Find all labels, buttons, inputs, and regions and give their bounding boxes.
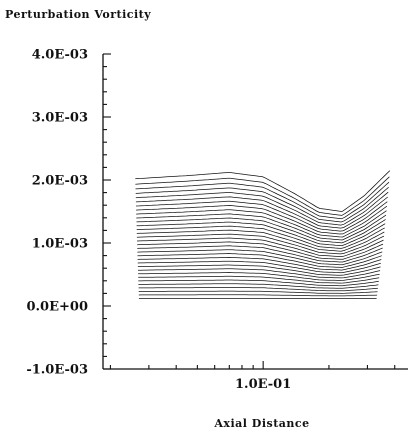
waterfall-curve <box>135 170 391 212</box>
waterfall-curve <box>138 268 381 279</box>
x-axis-title: Axial Distance <box>213 417 309 430</box>
y-tick-label: 3.0E-03 <box>32 111 88 126</box>
waterfall-curve <box>136 209 387 238</box>
waterfall-curve <box>138 287 378 292</box>
waterfall-curve <box>135 196 388 229</box>
waterfall-curve <box>137 253 382 268</box>
waterfall-curve <box>136 229 385 252</box>
y-minor-ticks <box>103 66 107 357</box>
y-tick-label: -1.0E-03 <box>26 363 88 378</box>
waterfall-curve <box>135 191 389 226</box>
waterfall-curve <box>135 187 389 223</box>
waterfall-curve <box>138 294 378 297</box>
waterfall-curve <box>137 260 382 274</box>
y-tick-label: 1.0E-03 <box>32 237 88 252</box>
waterfall-curve <box>137 257 382 271</box>
waterfall-curve <box>137 264 381 276</box>
waterfall-curve <box>136 217 386 244</box>
waterfall-curve <box>137 249 383 266</box>
x-ticks <box>109 361 396 369</box>
y-tick-label: 4.0E-03 <box>32 48 88 63</box>
y-tick-labels: 4.0E-03 3.0E-03 2.0E-03 1.0E-03 0.0E+00 -1.0E… <box>26 48 88 378</box>
waterfall-curve <box>138 283 379 289</box>
waterfall-curve <box>136 205 388 235</box>
waterfall-curve <box>138 272 380 281</box>
x-tick-label: 1.0E-01 <box>235 377 291 392</box>
waterfall-curve <box>137 245 383 263</box>
waterfall-curve <box>136 213 387 241</box>
y-tick-label: 2.0E-03 <box>32 174 88 189</box>
waterfall-curve <box>137 241 384 260</box>
y-axis-title: Perturbation Vorticity <box>5 8 151 21</box>
waterfall-curve <box>136 221 386 247</box>
waterfall-curve <box>138 275 380 284</box>
x-tick-labels: 1.0E-01 <box>235 377 291 392</box>
y-major-ticks <box>103 53 111 370</box>
y-tick-label: 0.0E+00 <box>26 300 88 315</box>
waterfall-curve <box>136 233 385 255</box>
waterfall-curve <box>136 225 385 249</box>
waterfall-curve <box>135 176 390 216</box>
waterfall-curve <box>135 181 390 220</box>
waterfall-curve <box>138 279 379 287</box>
waterfall-curve <box>136 237 384 257</box>
waterfall-curves <box>135 170 391 299</box>
waterfall-curve <box>135 200 388 232</box>
waterfall-curve <box>138 290 378 294</box>
